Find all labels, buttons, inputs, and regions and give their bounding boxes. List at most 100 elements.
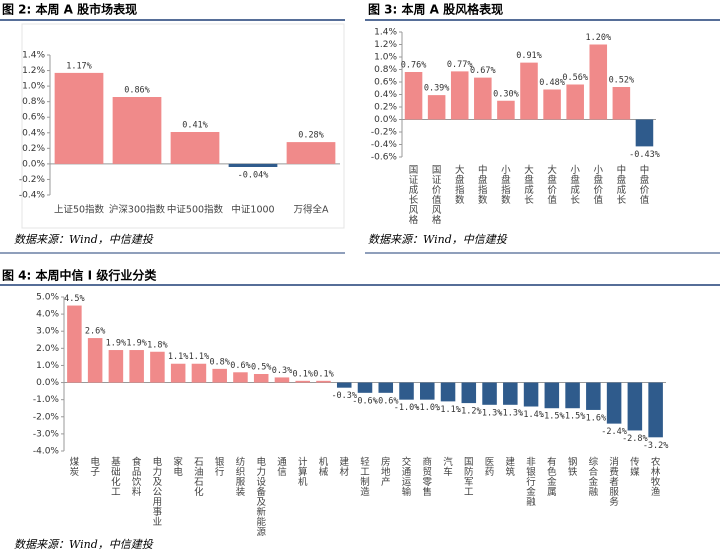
y-tick-label: 1.0% bbox=[374, 53, 397, 63]
y-tick-label: 1.0% bbox=[22, 82, 45, 92]
bar bbox=[295, 380, 310, 383]
value-label: 0.28% bbox=[298, 131, 324, 141]
y-tick-label: 0.6% bbox=[374, 78, 397, 88]
value-label: -1.0% bbox=[394, 403, 420, 413]
value-label: 0.56% bbox=[562, 73, 588, 83]
value-label: 0.1% bbox=[313, 369, 333, 379]
y-tick-label: -3.0% bbox=[33, 429, 60, 439]
x-tick-label: 建筑 bbox=[506, 456, 516, 478]
x-tick-label: 银行 bbox=[215, 456, 225, 478]
x-tick-label: 食品饮料 bbox=[132, 456, 142, 498]
y-tick-label: -2.0% bbox=[33, 412, 60, 422]
y-tick-label: -4.0% bbox=[33, 447, 60, 457]
value-label: -1.6% bbox=[581, 413, 607, 423]
bar bbox=[67, 305, 82, 383]
x-tick-label: 小盘指数 bbox=[501, 165, 511, 206]
bar bbox=[543, 89, 561, 120]
y-tick-label: 0.0% bbox=[36, 378, 59, 388]
value-label: -1.1% bbox=[435, 405, 461, 415]
value-label: 0.91% bbox=[516, 51, 542, 61]
value-label: -1.0% bbox=[414, 403, 440, 413]
y-tick-label: 0.8% bbox=[374, 65, 397, 75]
x-tick-label: 机械 bbox=[319, 456, 329, 478]
x-tick-label: 综合金融 bbox=[589, 456, 599, 498]
bar bbox=[420, 382, 435, 400]
bar bbox=[228, 163, 278, 167]
x-tick-label: 上证50指数 bbox=[54, 204, 105, 216]
y-tick-label: -1.0% bbox=[33, 395, 60, 405]
chart-title: 图 4: 本周中信 I 级行业分类 bbox=[2, 268, 157, 283]
bar bbox=[627, 382, 643, 431]
x-tick-label: 万得全A bbox=[294, 204, 330, 216]
y-tick-label: 3.0% bbox=[36, 327, 59, 337]
x-tick-label: 纺织服装 bbox=[236, 456, 246, 498]
bar bbox=[474, 77, 492, 120]
y-tick-label: -0.2% bbox=[19, 175, 46, 185]
x-tick-label: 基础化工 bbox=[111, 456, 121, 498]
y-tick-label: -0.4% bbox=[19, 191, 46, 201]
value-label: -1.5% bbox=[539, 412, 565, 422]
x-tick-label: 国证价值风格 bbox=[432, 165, 442, 226]
x-tick-label: 计算机 bbox=[298, 456, 308, 488]
value-label: 0.67% bbox=[470, 66, 496, 76]
value-label: 0.52% bbox=[609, 76, 635, 86]
y-tick-label: 0.2% bbox=[374, 103, 397, 113]
y-tick-label: 1.2% bbox=[374, 40, 397, 50]
value-label: 4.5% bbox=[64, 294, 84, 304]
x-tick-label: 家电 bbox=[173, 456, 183, 478]
bar bbox=[274, 377, 290, 383]
x-tick-label: 石油石化 bbox=[194, 457, 204, 498]
value-label: 0.48% bbox=[539, 78, 565, 88]
y-tick-label: 1.4% bbox=[374, 28, 397, 38]
y-tick-label: -0.6% bbox=[371, 153, 398, 163]
value-label: -0.6% bbox=[373, 396, 399, 406]
x-tick-label: 轻工制造 bbox=[360, 456, 370, 498]
value-label: 0.30% bbox=[493, 89, 519, 99]
bar bbox=[404, 72, 423, 120]
bar bbox=[233, 372, 248, 383]
bar bbox=[566, 84, 584, 120]
x-tick-label: 小盘价值 bbox=[594, 165, 604, 206]
bar bbox=[544, 382, 560, 409]
y-tick-label: 5.0% bbox=[36, 293, 59, 303]
x-tick-label: 传媒 bbox=[630, 456, 640, 478]
x-tick-label: 非银行金融 bbox=[526, 456, 536, 508]
x-tick-label: 房地产 bbox=[381, 456, 391, 488]
value-label: 1.8% bbox=[147, 340, 167, 350]
x-tick-label: 国证成长风格 bbox=[409, 165, 419, 226]
y-tick-label: 0.4% bbox=[22, 128, 45, 138]
value-label: -1.2% bbox=[456, 407, 482, 417]
y-tick-label: 1.2% bbox=[22, 66, 45, 76]
value-label: 1.9% bbox=[106, 339, 126, 349]
value-label: 1.20% bbox=[585, 33, 611, 43]
x-tick-label: 中证1000 bbox=[231, 204, 274, 216]
x-tick-label: 医药 bbox=[485, 457, 495, 478]
bar bbox=[316, 380, 331, 383]
bar bbox=[112, 97, 162, 164]
bar bbox=[565, 382, 580, 409]
x-tick-label: 建材 bbox=[339, 456, 349, 478]
bar bbox=[635, 119, 654, 147]
bar bbox=[440, 382, 456, 402]
y-tick-label: 0.0% bbox=[374, 115, 397, 125]
y-tick-label: 0.4% bbox=[374, 90, 397, 100]
x-tick-label: 煤炭 bbox=[70, 456, 80, 478]
x-tick-label: 钢铁 bbox=[568, 456, 578, 478]
x-tick-label: 电子 bbox=[90, 456, 100, 478]
x-tick-label: 农林牧渔 bbox=[651, 456, 661, 498]
value-label: 0.1% bbox=[292, 369, 312, 379]
chart-title: 图 2: 本周 A 股市场表现 bbox=[2, 2, 137, 17]
bar bbox=[589, 44, 608, 120]
bar bbox=[503, 382, 518, 405]
x-tick-label: 中盘指数 bbox=[478, 164, 488, 206]
y-tick-label: 2.0% bbox=[36, 344, 59, 354]
x-tick-label: 中盘价值 bbox=[640, 164, 650, 206]
bar bbox=[648, 382, 663, 438]
value-label: -1.5% bbox=[560, 412, 586, 422]
bar bbox=[212, 368, 227, 383]
bar bbox=[606, 382, 622, 424]
y-tick-label: 0.2% bbox=[22, 144, 45, 154]
value-label: -2.4% bbox=[601, 427, 627, 437]
value-label: 1.1% bbox=[189, 352, 209, 362]
bar bbox=[150, 351, 165, 383]
